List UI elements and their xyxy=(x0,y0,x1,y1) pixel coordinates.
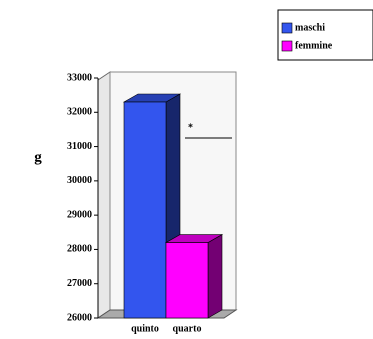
x-tick-label: quinto xyxy=(131,323,159,334)
x-tick-label: quarto xyxy=(173,323,202,334)
side-wall xyxy=(97,71,111,319)
y-tick-label: 26000 xyxy=(67,312,92,323)
legend-label: femmine xyxy=(295,40,333,51)
y-tick-label: 27000 xyxy=(67,278,92,289)
y-tick-label: 32000 xyxy=(67,107,92,118)
y-tick-label: 33000 xyxy=(67,72,92,83)
y-tick-label: 28000 xyxy=(67,244,92,255)
bar xyxy=(123,101,167,319)
legend-swatch xyxy=(281,22,293,34)
y-tick-label: 31000 xyxy=(67,141,92,152)
legend-swatch xyxy=(281,40,293,52)
legend-label: maschi xyxy=(295,22,325,33)
annotation: * xyxy=(188,122,193,133)
bar xyxy=(165,242,209,319)
y-axis-title: g xyxy=(34,149,42,165)
bar-side xyxy=(207,234,223,319)
y-tick-label: 30000 xyxy=(67,175,92,186)
legend-box xyxy=(277,9,373,61)
y-tick-label: 29000 xyxy=(67,209,92,220)
